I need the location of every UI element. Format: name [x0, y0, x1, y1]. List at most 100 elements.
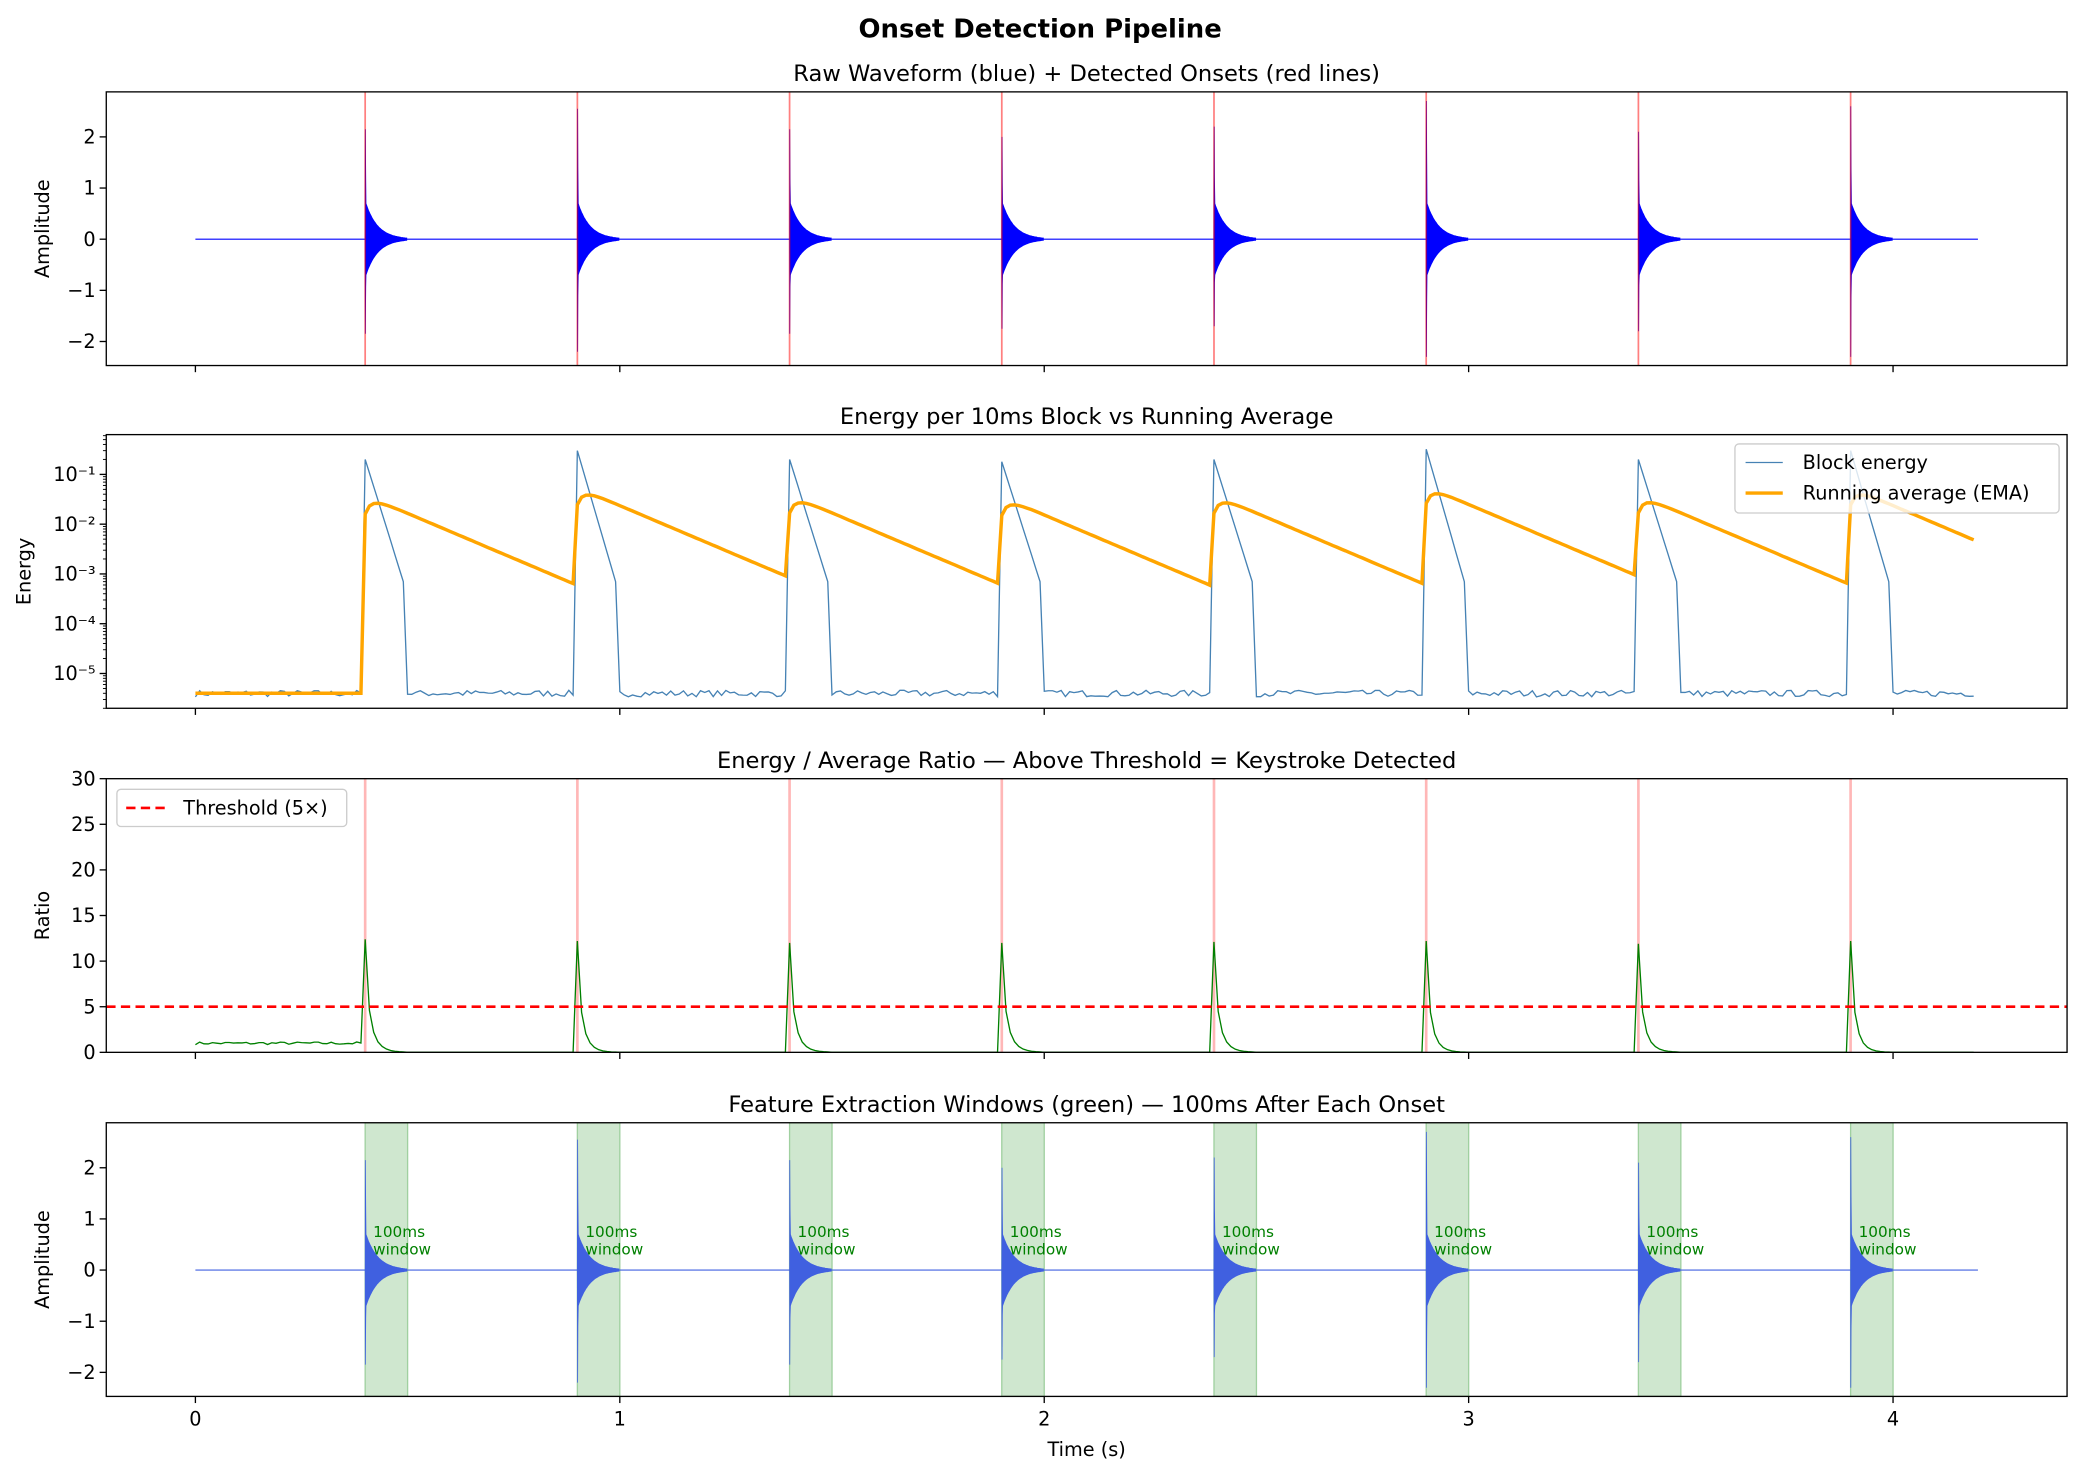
window-annotation-line: 100ms — [1010, 1223, 1062, 1241]
window-annotation-line: window — [1434, 1240, 1492, 1258]
window-annotation-line: 100ms — [1434, 1223, 1486, 1241]
waveform-burst — [1425, 1131, 1469, 1388]
legend-box — [116, 788, 348, 828]
window-annotation-line: window — [798, 1240, 856, 1258]
y-tick-label: −2 — [67, 1361, 95, 1384]
block-energy-line — [194, 449, 1974, 699]
waveform-burst — [1213, 1157, 1257, 1358]
window-annotation-line: 100ms — [1859, 1223, 1911, 1241]
window-annotation-line: 100ms — [1222, 1223, 1274, 1241]
window-annotation: 100ms window — [1222, 1223, 1280, 1258]
waveform-burst — [789, 1160, 832, 1365]
y-tick-label: 10⁻⁴ — [53, 612, 96, 635]
waveform-burst — [1425, 101, 1469, 357]
plot-area — [106, 778, 2068, 1053]
y-axis-label: Amplitude — [31, 1210, 54, 1309]
waveform-burst — [1001, 1167, 1044, 1360]
y-axis-label: Energy — [13, 538, 36, 605]
y-tick-label: −2 — [67, 330, 95, 353]
window-annotation: 100ms window — [1010, 1223, 1068, 1258]
window-annotation-line: 100ms — [373, 1223, 425, 1241]
legend-label-threshold: Threshold (5×) — [182, 797, 327, 820]
waveform-burst — [1637, 131, 1681, 332]
window-annotation: 100ms window — [1646, 1223, 1704, 1258]
panel-2: Energy per 10ms Block vs Running Average… — [13, 404, 2068, 715]
y-tick-label: 0 — [83, 1259, 95, 1282]
y-tick-label: 10⁻² — [53, 513, 95, 536]
figure-suptitle: Onset Detection Pipeline — [859, 14, 1222, 44]
waveform-burst — [576, 1139, 620, 1383]
legend-label-ema: Running average (EMA) — [1803, 482, 2030, 505]
x-axis-label: Time (s) — [1047, 1438, 1126, 1461]
window-annotation-line: window — [373, 1240, 431, 1258]
y-tick-label: 10⁻¹ — [53, 463, 95, 486]
y-tick-label: 10⁻⁵ — [53, 662, 95, 685]
window-annotation: 100ms window — [373, 1223, 431, 1258]
waveform-burst — [1001, 136, 1044, 329]
waveform-burst — [1850, 1137, 1893, 1388]
window-annotation: 100ms window — [585, 1223, 643, 1258]
x-tick-label: 2 — [1038, 1408, 1050, 1431]
x-tick-label: 0 — [189, 1408, 201, 1431]
axes-frame — [105, 433, 2068, 709]
plot-area — [194, 449, 1975, 699]
legend-box — [1734, 443, 2060, 514]
axes-frame — [105, 778, 2068, 1054]
y-axis-label: Ratio — [31, 891, 54, 940]
waveform-burst — [1213, 126, 1257, 327]
waveform-burst — [576, 108, 620, 352]
y-tick-label: 20 — [71, 859, 96, 882]
y-tick-label: 0 — [83, 1041, 95, 1064]
y-tick-label: −1 — [67, 1310, 95, 1333]
axes-frame — [105, 91, 2068, 367]
y-tick-label: 30 — [71, 767, 96, 790]
window-annotation-line: window — [1222, 1240, 1280, 1258]
x-tick-label: 3 — [1463, 1408, 1475, 1431]
window-annotation: 100ms window — [1434, 1223, 1492, 1258]
panel-1: Raw Waveform (blue) + Detected Onsets (r… — [31, 61, 2068, 373]
plot-area — [195, 91, 1978, 366]
waveform-burst — [1850, 106, 1893, 357]
y-axis-label: Amplitude — [31, 179, 54, 278]
panel-3: Energy / Average Ratio — Above Threshold… — [31, 748, 2068, 1064]
ratio-line — [195, 939, 1974, 1053]
ema-line — [195, 492, 1975, 695]
y-tick-label: 0 — [83, 228, 95, 251]
waveform-burst — [1637, 1162, 1681, 1363]
y-tick-label: 2 — [83, 1156, 95, 1179]
panel-title: Energy per 10ms Block vs Running Average — [840, 404, 1334, 430]
window-annotation-line: window — [1010, 1240, 1068, 1258]
axes-frame — [105, 1122, 2068, 1398]
window-annotation-line: 100ms — [798, 1223, 850, 1241]
panel-title: Raw Waveform (blue) + Detected Onsets (r… — [793, 61, 1380, 87]
x-tick-label: 4 — [1887, 1408, 1899, 1431]
y-tick-label: 25 — [71, 813, 96, 836]
window-annotation-line: window — [1859, 1240, 1917, 1258]
y-tick-label: 5 — [83, 995, 95, 1018]
y-tick-label: 2 — [83, 126, 95, 149]
window-annotation-line: 100ms — [1646, 1223, 1698, 1241]
waveform-burst — [364, 1160, 408, 1365]
y-tick-label: −1 — [67, 279, 95, 302]
window-annotation: 100ms window — [1859, 1223, 1917, 1258]
legend: Block energy Running average (EMA) — [1734, 443, 2060, 514]
legend-label-block-energy: Block energy — [1803, 451, 1928, 474]
y-tick-label: 1 — [83, 177, 95, 200]
legend: Threshold (5×) — [116, 788, 348, 828]
window-annotation: 100ms window — [798, 1223, 856, 1258]
window-annotation-line: window — [1646, 1240, 1704, 1258]
x-tick-label: 1 — [614, 1408, 626, 1431]
window-annotation-line: 100ms — [585, 1223, 637, 1241]
y-tick-label: 15 — [71, 904, 96, 927]
waveform-burst — [789, 129, 832, 334]
y-tick-label: 1 — [83, 1208, 95, 1231]
waveform-burst — [364, 129, 408, 334]
window-annotation-line: window — [585, 1240, 643, 1258]
y-tick-label: 10⁻³ — [53, 563, 95, 586]
panel-title: Energy / Average Ratio — Above Threshold… — [717, 748, 1456, 774]
y-tick-label: 10 — [71, 950, 96, 973]
panel-title: Feature Extraction Windows (green) — 100… — [728, 1092, 1445, 1118]
